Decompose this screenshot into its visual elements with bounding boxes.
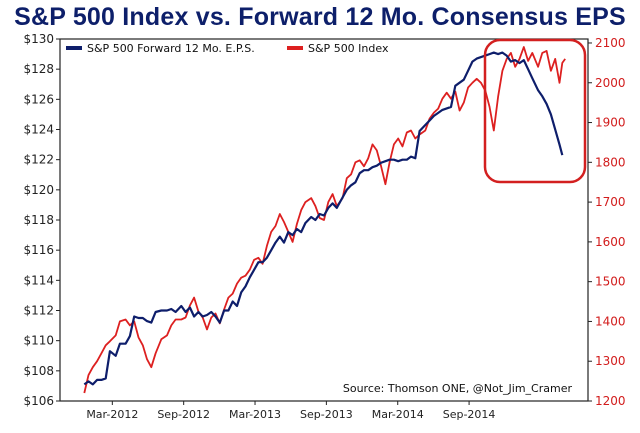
x-tick-label: Mar-2013 xyxy=(229,408,281,421)
legend-label-index: S&P 500 Index xyxy=(308,42,389,55)
left-tick-label: $106 xyxy=(23,394,54,408)
legend-label-eps: S&P 500 Forward 12 Mo. E.P.S. xyxy=(87,42,255,55)
x-axis: Mar-2012 Sep-2012 Mar-2013 Sep-2013 Mar-2014… xyxy=(86,401,495,421)
left-tick-label: $114 xyxy=(23,273,54,287)
right-tick-label: 2100 xyxy=(595,36,626,50)
right-tick-label: 1600 xyxy=(595,235,626,249)
left-tick-label: $120 xyxy=(23,183,54,197)
legend: S&P 500 Forward 12 Mo. E.P.S. S&P 500 In… xyxy=(66,42,389,55)
right-tick-label: 1500 xyxy=(595,275,626,289)
right-tick-label: 1800 xyxy=(595,155,626,169)
right-tick-label: 1900 xyxy=(595,116,626,130)
source-note: Source: Thomson ONE, @Not_Jim_Cramer xyxy=(343,382,573,395)
right-tick-label: 1700 xyxy=(595,195,626,209)
left-tick-label: $112 xyxy=(23,304,54,318)
left-tick-label: $110 xyxy=(23,334,54,348)
line-chart: $106 $108 $110 $112 $114 $116 $118 $120 $122 $124… xyxy=(23,34,626,421)
left-tick-label: $122 xyxy=(23,153,54,167)
series-line-index xyxy=(83,46,566,394)
x-tick-label: Mar-2014 xyxy=(372,408,424,421)
right-tick-label: 2000 xyxy=(595,76,626,90)
left-tick-label: $126 xyxy=(23,92,54,106)
left-tick-label: $116 xyxy=(23,243,54,257)
right-tick-label: 1300 xyxy=(595,354,626,368)
left-tick-label: $130 xyxy=(23,34,54,46)
left-tick-label: $108 xyxy=(23,364,54,378)
chart-title: S&P 500 Index vs. Forward 12 Mo. Consens… xyxy=(14,3,626,31)
x-tick-label: Mar-2012 xyxy=(86,408,138,421)
x-tick-label: Sep-2013 xyxy=(300,408,353,421)
x-tick-label: Sep-2014 xyxy=(443,408,496,421)
right-tick-label: 1200 xyxy=(595,394,626,408)
right-tick-label: 1400 xyxy=(595,314,626,328)
left-tick-label: $124 xyxy=(23,123,54,137)
left-axis: $106 $108 $110 $112 $114 $116 $118 $120 $122 $124… xyxy=(23,34,60,408)
left-tick-label: $128 xyxy=(23,62,54,76)
left-tick-label: $118 xyxy=(23,213,54,227)
x-tick-label: Sep-2012 xyxy=(157,408,210,421)
highlight-box xyxy=(483,38,587,184)
right-axis: 1200 1300 1400 1500 1600 1700 1800 1900 2000 2100 xyxy=(588,36,626,408)
